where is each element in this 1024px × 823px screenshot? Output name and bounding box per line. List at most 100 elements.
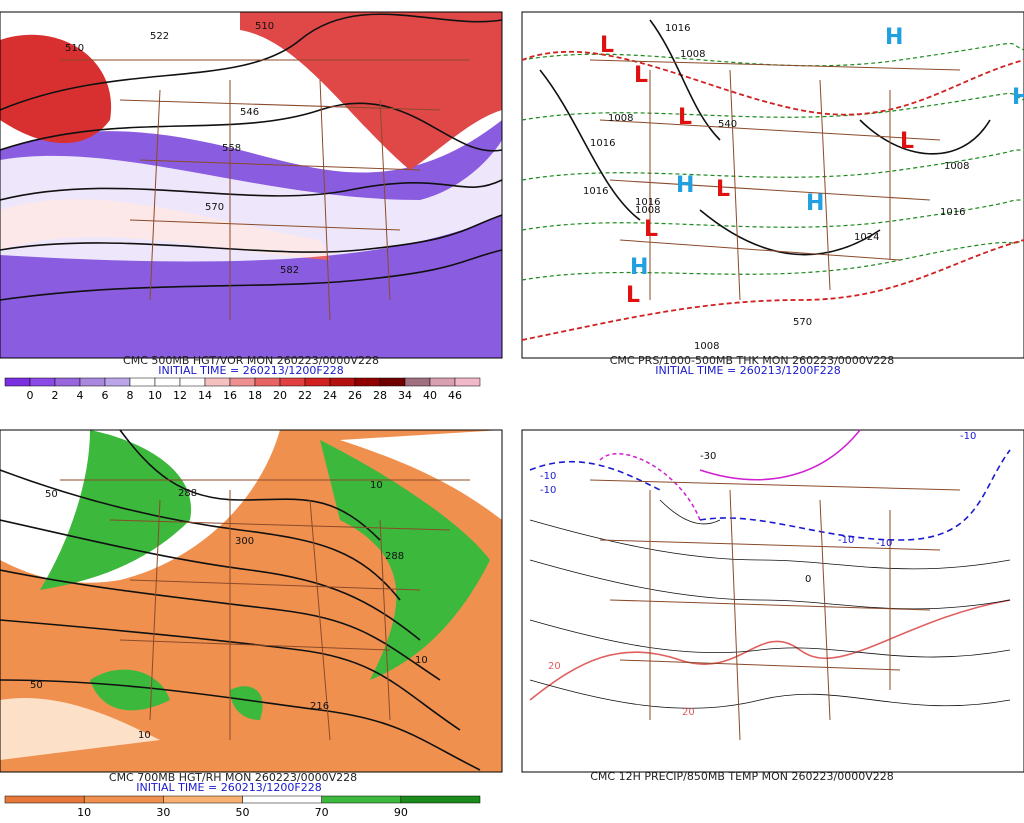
contour-label: 1008 bbox=[608, 113, 633, 124]
moist bbox=[320, 440, 490, 680]
panel-500mb: 510 522 510 546 558 570 582 CMC 500MB HG… bbox=[0, 11, 503, 402]
colorbar-swatch bbox=[4, 795, 85, 804]
contour-label: 1008 bbox=[680, 49, 705, 60]
contour-label: 1016 bbox=[590, 138, 615, 149]
colorbar-swatch bbox=[129, 377, 156, 387]
colorbar-swatch bbox=[400, 795, 481, 804]
colorbar-label: 14 bbox=[198, 389, 212, 402]
low-marker: L bbox=[626, 283, 640, 308]
colorbar-swatch bbox=[54, 377, 81, 387]
colorbar-swatch bbox=[242, 795, 322, 804]
vort-max bbox=[0, 34, 112, 144]
colorbar-label: 2 bbox=[52, 389, 59, 402]
moist bbox=[40, 430, 192, 590]
temp-contour bbox=[529, 499, 1011, 709]
colorbar-label: 70 bbox=[315, 806, 329, 819]
contour-label: -10 bbox=[876, 538, 892, 549]
temp-contour bbox=[529, 599, 1011, 701]
colorbar-label: 50 bbox=[236, 806, 250, 819]
colorbar-label: 30 bbox=[156, 806, 170, 819]
colorbar-swatch bbox=[254, 377, 281, 387]
colorbar-label: 6 bbox=[102, 389, 109, 402]
contour-label: 540 bbox=[718, 119, 737, 130]
contour-label: 1024 bbox=[854, 232, 879, 243]
colorbar-label: 26 bbox=[348, 389, 362, 402]
initial-time: INITIAL TIME = 260213/1200F228 bbox=[136, 781, 321, 794]
contour-label: 582 bbox=[280, 265, 299, 276]
contour-label: 570 bbox=[205, 202, 224, 213]
colorbar-label: 40 bbox=[423, 389, 437, 402]
colorbar-label: 0 bbox=[27, 389, 34, 402]
colorbar-swatch bbox=[104, 377, 131, 387]
colorbar-label: 10 bbox=[77, 806, 91, 819]
colorbar-label: 24 bbox=[323, 389, 337, 402]
temp-contour bbox=[699, 429, 861, 481]
colorbar-label: 12 bbox=[173, 389, 187, 402]
low-marker: L bbox=[716, 177, 730, 202]
high-marker: H bbox=[885, 25, 903, 50]
contour bbox=[0, 214, 503, 253]
map-area bbox=[521, 11, 1024, 359]
contour-label: 50 bbox=[45, 489, 58, 500]
contour-label: 50 bbox=[30, 680, 43, 691]
colorbar-label: 4 bbox=[77, 389, 84, 402]
low-marker: L bbox=[644, 217, 658, 242]
contour-label: 20 bbox=[548, 661, 561, 672]
contour bbox=[0, 102, 503, 152]
low-vort bbox=[0, 140, 502, 262]
contour-label: 20 bbox=[682, 707, 695, 718]
contour-label: 558 bbox=[222, 143, 241, 154]
contour-label: 288 bbox=[178, 488, 197, 499]
low-marker: L bbox=[634, 63, 648, 88]
contour-label: 288 bbox=[385, 551, 404, 562]
borders bbox=[60, 479, 470, 741]
contour-label: -10 bbox=[540, 485, 556, 496]
contour-label: 1016 bbox=[635, 197, 660, 208]
initial-time: INITIAL TIME = 260213/1200F228 bbox=[158, 364, 343, 377]
high-marker: H bbox=[630, 255, 648, 280]
colorbar-swatch bbox=[429, 377, 456, 387]
colorbar-swatch bbox=[454, 377, 481, 387]
colorbar-swatch bbox=[404, 377, 431, 387]
borders bbox=[589, 479, 961, 741]
colorbar-swatch bbox=[354, 377, 381, 387]
high-marker: H bbox=[1012, 85, 1024, 110]
low-marker: L bbox=[900, 129, 914, 154]
contour-label: -10 bbox=[960, 431, 976, 442]
contour-label: 216 bbox=[310, 701, 329, 712]
contour-label: 10 bbox=[415, 655, 428, 666]
colorbar-label: 8 bbox=[127, 389, 134, 402]
colorbar-swatch bbox=[4, 377, 31, 387]
contour-label: 10 bbox=[138, 730, 151, 741]
contour-label: 570 bbox=[793, 317, 812, 328]
contour-label: 300 bbox=[235, 536, 254, 547]
colorbar-label: 16 bbox=[223, 389, 237, 402]
contour-label: -10 bbox=[540, 471, 556, 482]
contour-label: 510 bbox=[65, 43, 84, 54]
isobar bbox=[539, 19, 991, 256]
borders bbox=[589, 59, 961, 301]
colorbar-label: 20 bbox=[273, 389, 287, 402]
colorbar-swatch bbox=[29, 377, 56, 387]
colorbar-swatch bbox=[179, 377, 206, 387]
colorbar-label: 90 bbox=[394, 806, 408, 819]
colorbar-swatch bbox=[154, 377, 181, 387]
temp-contour bbox=[529, 449, 1011, 541]
colorbar-label: 46 bbox=[448, 389, 462, 402]
low-marker: L bbox=[678, 105, 692, 130]
colorbar: 10 30 50 70 90 bbox=[4, 795, 481, 819]
caption: CMC 700MB HGT/RH MON 260223/0000V228 bbox=[109, 771, 357, 784]
colorbar: 0 2 4 6 8 10 12 14 16 18 20 22 24 26 28 34 40 46 bbox=[4, 377, 481, 402]
contour-label: 1008 bbox=[944, 161, 969, 172]
colorbar-swatch bbox=[329, 377, 356, 387]
thickness-contour bbox=[521, 50, 1024, 341]
contour bbox=[0, 13, 503, 111]
low-marker: L bbox=[600, 33, 614, 58]
colorbar-swatch bbox=[379, 377, 406, 387]
contour bbox=[0, 249, 503, 301]
colorbar-swatch bbox=[79, 377, 106, 387]
borders bbox=[60, 59, 470, 321]
contour-label: 510 bbox=[255, 21, 274, 32]
contour-label: 0 bbox=[805, 574, 811, 585]
colorbar-swatch bbox=[163, 795, 243, 804]
